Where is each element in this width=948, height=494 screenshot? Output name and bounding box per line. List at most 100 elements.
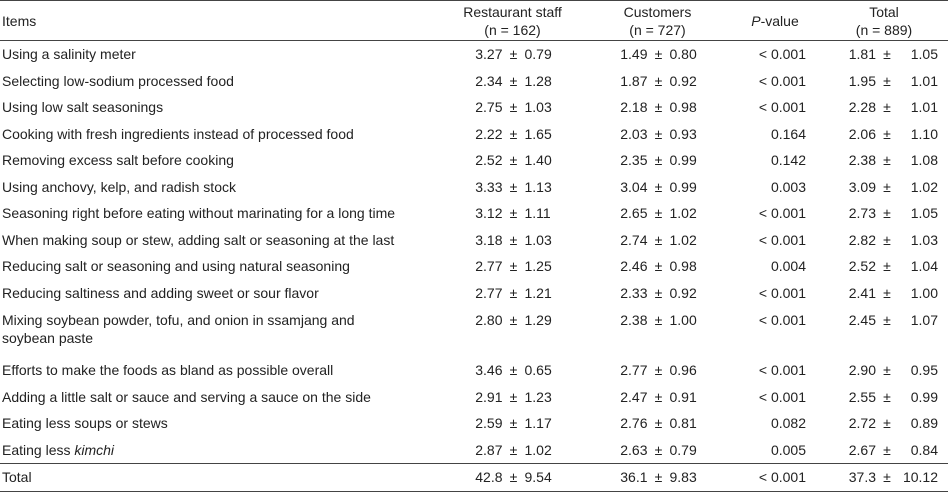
staff-cell: 3.33 ±1.13 — [440, 174, 585, 201]
plus-minus: ± — [654, 178, 663, 195]
sd-value: 1.03 — [910, 231, 938, 248]
row-item: Mixing soybean powder, tofu, and onion i… — [0, 306, 440, 357]
plus-minus: ± — [883, 441, 891, 458]
total-cell: 2.72 ±0.89 — [820, 410, 948, 437]
customers-cell: 3.04 ±0.99 — [585, 174, 730, 201]
plus-minus: ± — [654, 152, 663, 169]
p-value-cell: 0.082 — [770, 415, 806, 432]
table-row: Using low salt seasonings 2.75 ±1.03 2.18 ±0… — [0, 94, 948, 121]
row-item-line: Mixing soybean powder, tofu, and onion i… — [2, 312, 355, 328]
mean-value: 42.8 — [475, 469, 503, 486]
total-cell: 2.90 ±0.95 — [820, 357, 948, 384]
mean-value: 2.41 — [848, 284, 876, 301]
mean-value: 36.1 — [620, 469, 648, 486]
mean-value: 2.59 — [475, 415, 503, 432]
mean-value: 2.47 — [620, 388, 648, 405]
row-item: Total — [2, 469, 32, 486]
p-value-cell: < 0.001 — [758, 388, 806, 405]
sd-value: 0.80 — [669, 46, 697, 63]
p-value-cell: 0.003 — [770, 178, 806, 195]
plus-minus: ± — [654, 205, 663, 222]
sd-value: 1.03 — [524, 231, 552, 248]
table-row: Using anchovy, kelp, and radish stock 3.3… — [0, 174, 948, 201]
plus-minus: ± — [509, 205, 518, 222]
sd-value: 1.00 — [910, 284, 938, 301]
plus-minus: ± — [509, 99, 518, 116]
plus-minus: ± — [883, 388, 891, 405]
sd-value: 1.02 — [524, 441, 552, 458]
p-value-cell: < 0.001 — [758, 362, 806, 379]
table-row: Total 42.8 ±9.54 36.1 ±9.83 < 0.001 37.3 ±10.12 — [0, 463, 948, 492]
mean-value: 2.18 — [620, 99, 648, 116]
plus-minus: ± — [509, 388, 518, 405]
total-cell: 2.38 ±1.08 — [820, 147, 948, 174]
mean-value: 3.33 — [475, 178, 503, 195]
table-row: Reducing saltiness and adding sweet or s… — [0, 280, 948, 307]
mean-value: 2.22 — [475, 125, 503, 142]
table-row: Mixing soybean powder, tofu, and onion i… — [0, 306, 948, 357]
row-item: When making soup or stew, adding salt or… — [2, 231, 395, 248]
mean-value: 2.65 — [620, 205, 648, 222]
sd-value: 1.05 — [910, 46, 938, 63]
sd-value: 9.54 — [524, 469, 552, 486]
mean-value: 1.81 — [848, 46, 876, 63]
sd-value: 1.04 — [910, 258, 938, 275]
staff-cell: 2.87 ±1.02 — [440, 437, 585, 464]
plus-minus: ± — [509, 284, 518, 301]
plus-minus: ± — [883, 152, 891, 169]
row-item: Cooking with fresh ingredients instead o… — [2, 125, 354, 142]
plus-minus: ± — [654, 388, 663, 405]
mean-value: 2.45 — [848, 312, 876, 328]
row-item-italic: kimchi — [74, 441, 115, 458]
sd-value: 0.84 — [910, 441, 938, 458]
customers-cell: 2.65 ±1.02 — [585, 200, 730, 227]
mean-value: 2.38 — [620, 312, 648, 328]
header-staff-n: (n = 162) — [484, 21, 541, 38]
sd-value: 0.99 — [669, 152, 697, 169]
sd-value: 0.89 — [910, 415, 938, 432]
sd-value: 10.12 — [902, 469, 938, 486]
plus-minus: ± — [509, 469, 518, 486]
table-header-row: Items Restaurant staff (n = 162) Custome… — [0, 0, 948, 41]
staff-cell: 3.18 ±1.03 — [440, 227, 585, 254]
plus-minus: ± — [654, 72, 663, 89]
mean-value: 2.46 — [620, 258, 648, 275]
plus-minus: ± — [883, 46, 891, 63]
total-cell: 37.3 ±10.12 — [820, 464, 948, 492]
row-item: Efforts to make the foods as bland as po… — [2, 362, 334, 379]
plus-minus: ± — [509, 231, 518, 248]
row-item: Using low salt seasonings — [2, 99, 164, 116]
mean-value: 2.38 — [848, 152, 876, 169]
p-value-cell: < 0.001 — [758, 99, 806, 116]
row-item-text: Eating less — [2, 441, 75, 458]
staff-cell: 2.59 ±1.17 — [440, 410, 585, 437]
mean-value: 2.55 — [848, 388, 876, 405]
p-value-cell: 0.005 — [770, 441, 806, 458]
plus-minus: ± — [883, 99, 891, 116]
plus-minus: ± — [883, 72, 891, 89]
customers-cell: 2.33 ±0.92 — [585, 280, 730, 307]
table-row: Using a salinity meter 3.27 ±0.79 1.49 ±0.80… — [0, 41, 948, 68]
sd-value: 0.98 — [669, 99, 697, 116]
table-row: Seasoning right before eating without ma… — [0, 200, 948, 227]
total-cell: 1.95 ±1.01 — [820, 68, 948, 95]
plus-minus: ± — [883, 469, 891, 486]
plus-minus: ± — [883, 178, 891, 195]
sd-value: 1.02 — [669, 205, 697, 222]
mean-value: 2.91 — [475, 388, 503, 405]
sd-value: 1.29 — [524, 312, 552, 328]
sd-value: 0.91 — [669, 388, 697, 405]
mean-value: 2.72 — [848, 415, 876, 432]
mean-value: 2.67 — [848, 441, 876, 458]
total-cell: 2.82 ±1.03 — [820, 227, 948, 254]
mean-value: 2.52 — [848, 258, 876, 275]
p-value-cell: 0.142 — [770, 152, 806, 169]
plus-minus: ± — [654, 46, 663, 63]
sd-value: 1.40 — [524, 152, 552, 169]
staff-cell: 2.52 ±1.40 — [440, 147, 585, 174]
row-item: Adding a little salt or sauce and servin… — [2, 388, 371, 405]
row-item: Reducing saltiness and adding sweet or s… — [2, 284, 319, 301]
sd-value: 1.11 — [524, 205, 551, 222]
customers-cell: 2.46 ±0.98 — [585, 253, 730, 280]
plus-minus: ± — [509, 152, 518, 169]
